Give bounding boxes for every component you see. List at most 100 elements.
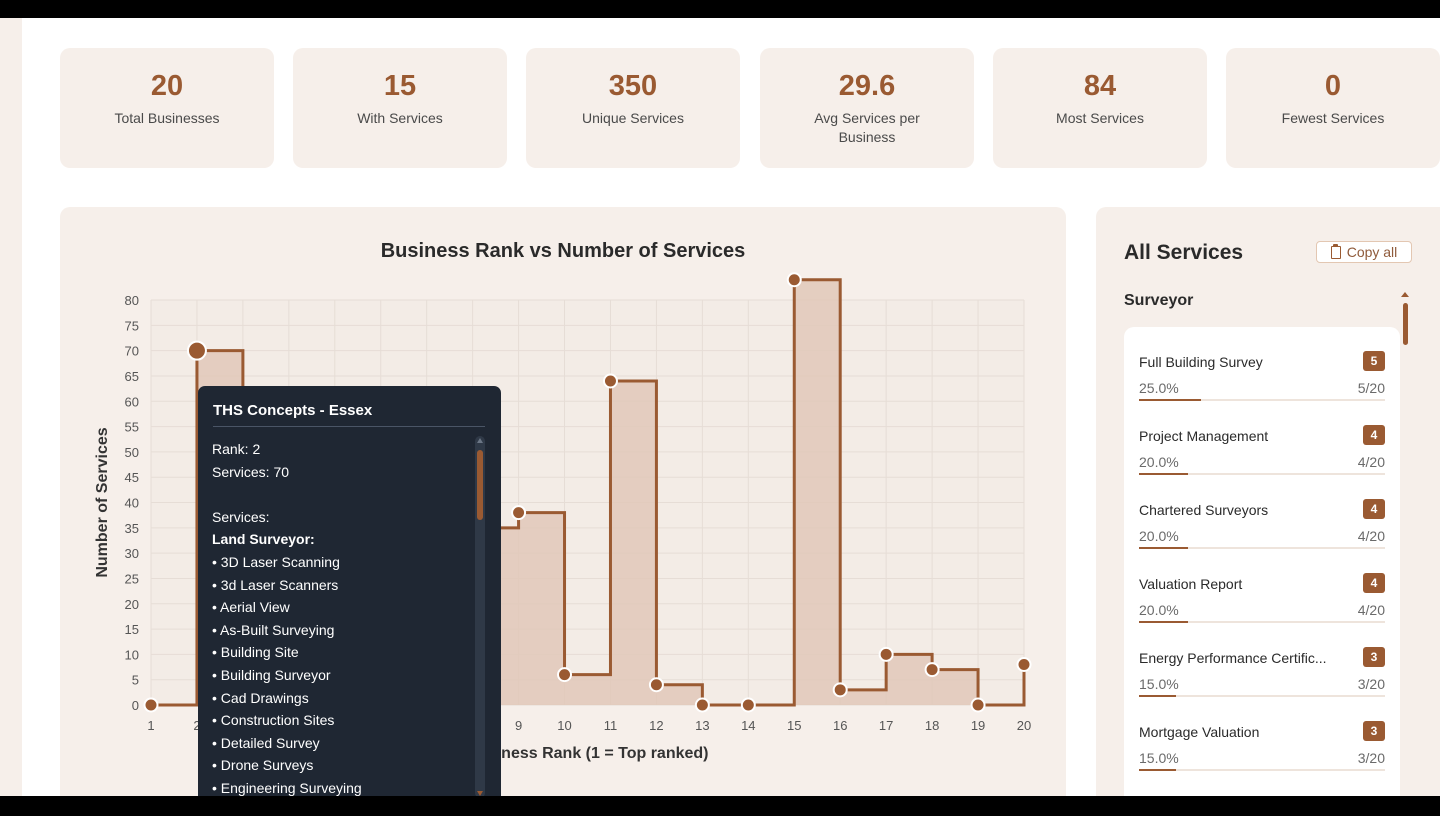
- x-tick-label: 15: [787, 718, 801, 733]
- y-tick-label: 20: [125, 597, 139, 612]
- data-point[interactable]: [740, 697, 756, 713]
- x-tick-label: 10: [557, 718, 571, 733]
- tooltip-line: • Engineering Surveying: [212, 779, 362, 796]
- service-list-item[interactable]: Mortgage Valuation 3 15.0% 3/20: [1139, 697, 1385, 771]
- scrollbar-thumb[interactable]: [1403, 303, 1408, 345]
- data-point[interactable]: [786, 272, 802, 288]
- tooltip-line: • As-Built Surveying: [212, 621, 335, 638]
- service-name: Energy Performance Certific...: [1139, 650, 1327, 666]
- stat-value: 0: [1324, 70, 1342, 102]
- chart-title: Business Rank vs Number of Services: [380, 240, 746, 262]
- y-tick-label: 75: [125, 318, 139, 333]
- service-progress-track: [1139, 399, 1385, 401]
- service-count-badge: 4: [1363, 573, 1385, 593]
- data-point[interactable]: [970, 697, 986, 713]
- y-tick-label: 65: [125, 369, 139, 384]
- tooltip-line: • Building Site: [212, 644, 299, 661]
- data-point[interactable]: [143, 697, 159, 713]
- tooltip-scrollbar-thumb[interactable]: [477, 450, 483, 520]
- y-tick-label: 25: [125, 571, 139, 586]
- stat-label: With Services: [357, 110, 443, 126]
- copy-all-button[interactable]: Copy all: [1316, 241, 1412, 263]
- tooltip-line: • Cad Drawings: [212, 689, 309, 706]
- y-tick-label: 0: [132, 698, 139, 713]
- x-axis-label: Business Rank (1 = Top ranked): [467, 745, 709, 762]
- service-name: Valuation Report: [1139, 576, 1243, 592]
- service-name: Project Management: [1139, 428, 1269, 444]
- stat-label: Avg Services per Business: [814, 110, 920, 145]
- stat-value: 350: [608, 70, 658, 102]
- service-list-item[interactable]: Project Management 4 20.0% 4/20: [1139, 401, 1385, 475]
- tooltip-scrollbar[interactable]: [475, 436, 485, 796]
- stat-label: Total Businesses: [114, 110, 220, 126]
- scroll-up-arrow-icon[interactable]: [477, 438, 483, 443]
- x-tick-label: 18: [925, 718, 939, 733]
- service-ratio: 4/20: [1357, 602, 1385, 618]
- service-ratio: 3/20: [1357, 676, 1385, 692]
- data-point[interactable]: [924, 662, 940, 678]
- service-percent: 25.0%: [1139, 380, 1179, 396]
- service-progress-track: [1139, 547, 1385, 549]
- scroll-down-arrow-icon[interactable]: [477, 791, 483, 796]
- service-percent: 20.0%: [1139, 528, 1179, 544]
- left-sidebar-edge: [0, 18, 22, 796]
- data-point[interactable]: [1016, 657, 1032, 672]
- data-point-highlighted[interactable]: [186, 340, 207, 361]
- service-list-item[interactable]: Full Building Survey 5 25.0% 5/20: [1139, 327, 1385, 401]
- x-tick-label: 19: [971, 718, 985, 733]
- tooltip-body: Rank: 2 Services: 70 Services: Land Surveyo…: [212, 438, 472, 796]
- tooltip-line: • Building Surveyor: [212, 666, 331, 683]
- x-tick-label: 11: [604, 718, 618, 733]
- data-point[interactable]: [878, 646, 894, 662]
- service-ratio: 3/20: [1357, 750, 1385, 766]
- data-point[interactable]: [694, 697, 710, 713]
- service-list-item[interactable]: Energy Performance Certific... 3 15.0% 3/20: [1139, 623, 1385, 697]
- clipboard-icon: [1330, 243, 1341, 259]
- x-tick-label: 2: [193, 718, 200, 733]
- tooltip-line: • Construction Sites: [212, 712, 335, 729]
- stat-label: Most Services: [1056, 110, 1144, 126]
- stat-value: 15: [383, 70, 417, 102]
- category-heading: Surveyor: [1124, 292, 1194, 309]
- y-tick-label: 60: [125, 394, 139, 409]
- service-progress-track: [1139, 769, 1385, 771]
- data-point[interactable]: [602, 373, 618, 389]
- x-tick-label: 17: [879, 718, 893, 733]
- service-percent: 15.0%: [1139, 750, 1179, 766]
- service-progress-fill: [1139, 399, 1201, 401]
- service-list: Full Building Survey 5 25.0% 5/20 Project Ma…: [1124, 327, 1400, 796]
- data-point[interactable]: [511, 505, 527, 521]
- stat-value: 20: [150, 70, 184, 102]
- service-count-badge: 4: [1363, 499, 1385, 519]
- all-services-panel: All Services Copy all Surveyor Full Buil…: [1096, 207, 1440, 796]
- tooltip-divider: [213, 426, 485, 427]
- tooltip-line: • 3d Laser Scanners: [212, 576, 339, 593]
- service-progress-track: [1139, 695, 1385, 697]
- dashboard-viewport: 20 Total Businesses 15 With Services 350…: [0, 18, 1440, 796]
- scroll-up-arrow-icon[interactable]: [1401, 292, 1409, 297]
- stat-value: 29.6: [838, 70, 896, 102]
- service-percent: 20.0%: [1139, 602, 1179, 618]
- service-count-badge: 3: [1363, 647, 1385, 667]
- x-tick-label: 20: [1017, 718, 1031, 733]
- service-percent: 15.0%: [1139, 676, 1179, 692]
- data-point[interactable]: [832, 682, 848, 698]
- stat-card-with-services: 15 With Services: [293, 48, 507, 168]
- service-list-item[interactable]: Chartered Surveyors 4 20.0% 4/20: [1139, 475, 1385, 549]
- tooltip-line: • Aerial View: [212, 599, 290, 616]
- y-tick-label: 15: [125, 622, 139, 637]
- service-count-badge: 4: [1363, 425, 1385, 445]
- x-tick-label: 16: [833, 718, 847, 733]
- tooltip-line: • Drone Surveys: [212, 757, 314, 774]
- stat-card-most-services: 84 Most Services: [993, 48, 1207, 168]
- x-tick-label: 13: [695, 718, 709, 733]
- data-point[interactable]: [557, 667, 573, 683]
- service-ratio: 4/20: [1357, 454, 1385, 470]
- service-name: Chartered Surveyors: [1139, 502, 1269, 518]
- y-axis-label: Number of Services: [94, 427, 111, 577]
- stat-card-avg-services: 29.6 Avg Services per Business: [760, 48, 974, 168]
- stat-value: 84: [1083, 70, 1117, 102]
- y-tick-label: 5: [132, 673, 139, 688]
- service-list-item[interactable]: Valuation Report 4 20.0% 4/20: [1139, 549, 1385, 623]
- data-point[interactable]: [648, 677, 664, 693]
